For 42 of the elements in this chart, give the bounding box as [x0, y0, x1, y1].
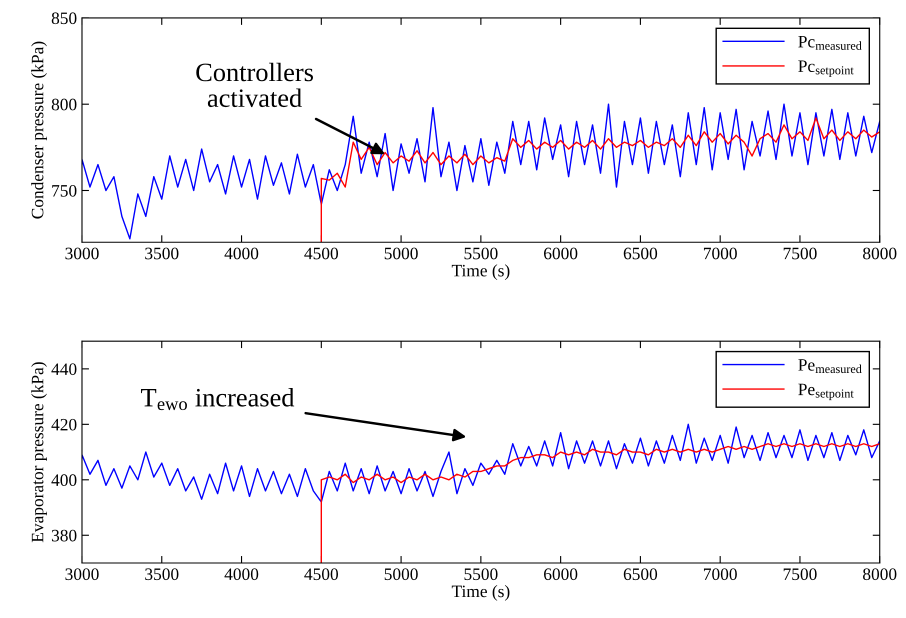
x-tick-label: 5000	[384, 248, 418, 260]
y-tick-label: 800	[52, 98, 76, 110]
x-axis-title: Time (s)	[452, 584, 510, 601]
x-tick-label: 6000	[544, 568, 578, 580]
x-tick-label: 7500	[784, 248, 817, 260]
y-axis-title: Condenser pressure (kPa)	[31, 42, 47, 219]
x-tick-label: 7000	[704, 248, 737, 260]
legend-label: Pe$_{measured}$	[798, 359, 862, 374]
x-tick-label: 7500	[784, 568, 817, 580]
x-axis-title: Time (s)	[452, 264, 510, 280]
y-tick-label: 440	[51, 363, 76, 376]
y-tick-label: 400	[51, 474, 76, 486]
legend-label: Pc$_{setpoint}$	[798, 60, 854, 77]
annotation: T$_{ewo}$ increased	[141, 388, 294, 410]
x-tick-label: 4500	[304, 248, 338, 260]
legend-label: Pe$_{setpoint}$	[798, 384, 854, 400]
line-series	[320, 443, 880, 563]
x-tick-label: 5000	[384, 568, 418, 580]
x-tick-label: 4000	[224, 568, 258, 580]
x-tick-label: 4000	[224, 248, 258, 260]
x-tick-label: 5500	[464, 248, 498, 260]
x-tick-label: 3000	[65, 568, 99, 580]
x-tick-label: 6000	[544, 248, 578, 260]
y-tick-label: 420	[51, 418, 76, 431]
y-tick-label: 380	[52, 530, 76, 542]
x-tick-label: 7000	[704, 568, 737, 580]
line-series	[82, 424, 880, 503]
line-series	[320, 117, 880, 242]
x-tick-label: 3500	[145, 248, 178, 260]
y-axis-title: Evaporator pressure (kPa)	[31, 362, 47, 542]
x-tick-label: 8000	[863, 568, 896, 580]
y-tick-label: 850	[52, 12, 76, 24]
x-tick-label: 4500	[304, 568, 338, 580]
x-tick-label: 3000	[65, 248, 99, 260]
x-tick-label: 5500	[464, 568, 498, 580]
annotation: Controllers activated	[196, 62, 313, 108]
x-tick-label: 6500	[624, 568, 658, 580]
legend-label: Pc$_{measured}$	[798, 36, 862, 50]
x-tick-label: 6500	[624, 248, 658, 260]
y-tick-label: 750	[52, 184, 76, 197]
x-tick-label: 3500	[145, 568, 178, 580]
x-tick-label: 8000	[863, 248, 896, 260]
